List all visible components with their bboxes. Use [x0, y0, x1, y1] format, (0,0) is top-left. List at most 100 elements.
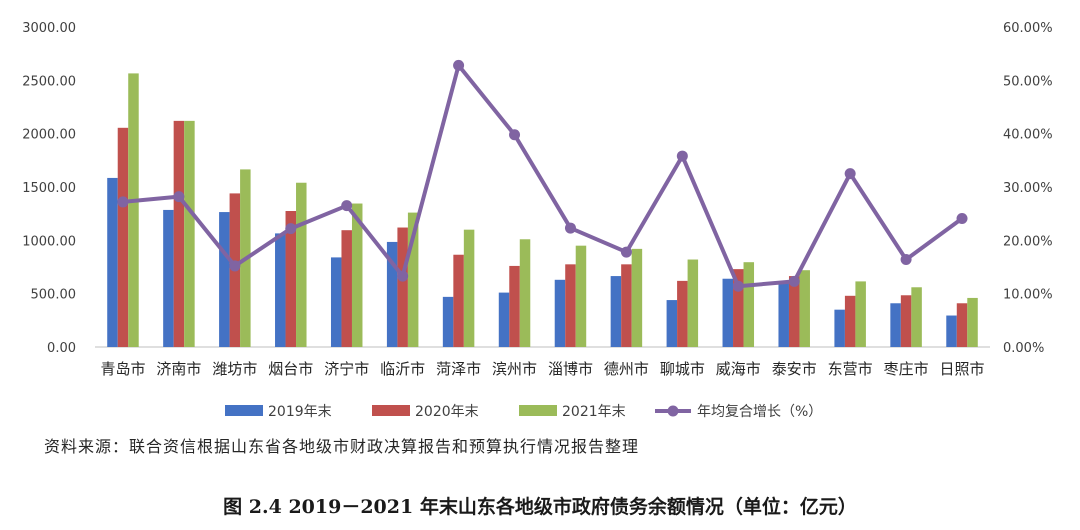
bar: [788, 276, 800, 347]
category-label: 滨州市: [492, 360, 537, 378]
bar: [117, 127, 129, 347]
bar: [677, 280, 688, 347]
bar: [956, 303, 968, 347]
category-label: 济南市: [156, 360, 201, 378]
bar: [799, 270, 810, 347]
category-labels: 青岛市 济南市 潍坊市 烟台市 济宁市 临沂市 菏泽市 滨州市 淄博市 德州市 聊城市 威海市 泰安市东…: [100, 360, 984, 378]
category-label: 烟台市: [268, 360, 313, 378]
category-label: 德州市: [604, 360, 649, 378]
right-tick-label: 30.00%: [1003, 181, 1053, 196]
left-tick-label: 0.00: [47, 341, 76, 356]
legend-swatch: [372, 405, 410, 416]
bar: [946, 315, 957, 347]
bar: [184, 120, 195, 348]
right-tick-label: 20.00%: [1003, 234, 1053, 249]
bar: [128, 73, 139, 348]
bar: [666, 300, 678, 347]
legend-label: 2021年末: [562, 404, 626, 420]
bar: [330, 257, 342, 347]
legend-label: 2019年末: [268, 404, 332, 420]
bar: [743, 262, 755, 347]
bar: [519, 239, 531, 347]
bar: [386, 241, 398, 347]
category-label: 淄博市: [548, 360, 593, 378]
bar: [296, 182, 307, 347]
category-label: 东营市: [828, 360, 873, 378]
category-label: 临沂市: [380, 360, 425, 378]
bar: [107, 177, 118, 347]
right-y-axis: 0.00% 10.00% 20.00% 30.00% 40.00% 50.00% 60.00…: [1003, 21, 1053, 356]
bar: [173, 120, 185, 348]
bar: [163, 209, 174, 347]
legend-swatch: [225, 405, 263, 416]
line-point: [173, 191, 185, 203]
line-point: [564, 222, 576, 234]
category-label: 泰安市: [772, 360, 817, 378]
bar: [834, 309, 845, 347]
bar: [407, 212, 419, 347]
category-label: 日照市: [940, 360, 985, 378]
bar: [890, 303, 901, 347]
bar: [285, 211, 297, 347]
line-point: [620, 246, 632, 258]
right-tick-label: 10.00%: [1003, 288, 1053, 303]
bar: [733, 269, 744, 347]
line-series: [117, 59, 968, 292]
line-point: [397, 270, 409, 282]
line-point: [788, 275, 800, 287]
legend-swatch: [519, 405, 557, 416]
left-tick-label: 1500.00: [22, 181, 76, 196]
category-label: 聊城市: [660, 360, 705, 378]
right-tick-label: 0.00%: [1003, 341, 1044, 356]
bar: [778, 281, 789, 347]
bar: [844, 295, 856, 347]
bar: [575, 245, 587, 347]
category-label: 潍坊市: [212, 360, 257, 378]
bar: [442, 296, 454, 347]
bar: [565, 264, 576, 347]
bar: [453, 254, 464, 347]
line-point: [285, 223, 297, 235]
bar: [351, 203, 363, 347]
legend-label: 年均复合增长（%）: [697, 403, 822, 420]
line-point: [117, 196, 129, 208]
line-point: [732, 280, 744, 292]
source-note: 资料来源：联合资信根据山东省各地级市财政决算报告和预算执行情况报告整理: [44, 437, 640, 456]
line-point: [956, 212, 968, 224]
line-point: [844, 168, 856, 180]
bar: [498, 292, 510, 347]
bar: [900, 295, 912, 347]
category-label: 济宁市: [324, 360, 369, 378]
left-y-axis: 0.00 500.00 1000.00 1500.00 2000.00 2500.00 30…: [22, 21, 76, 356]
bar: [631, 248, 643, 347]
bar: [687, 259, 699, 347]
right-tick-label: 40.00%: [1003, 128, 1053, 143]
bar: [911, 287, 922, 347]
bar: [275, 233, 286, 347]
bar: [219, 212, 230, 347]
bar: [463, 229, 475, 347]
bar: [554, 279, 566, 347]
bar: [341, 230, 352, 347]
bar: [855, 281, 866, 347]
bar: [967, 297, 978, 347]
left-tick-label: 2500.00: [22, 74, 76, 89]
bar: [722, 278, 734, 347]
line-point: [453, 59, 465, 71]
category-label: 威海市: [716, 360, 761, 378]
line-point: [229, 260, 241, 272]
bar-series: [107, 73, 978, 348]
legend-label: 2020年末: [415, 404, 479, 420]
category-label: 青岛市: [100, 360, 145, 378]
left-tick-label: 3000.00: [22, 21, 76, 36]
left-tick-label: 2000.00: [22, 128, 76, 143]
legend-marker: [667, 405, 679, 417]
figure-caption: 图 2.4 2019－2021 年末山东各地级市政府债务余额情况（单位：亿元）: [223, 496, 857, 518]
bar: [509, 265, 520, 347]
left-tick-label: 1000.00: [22, 234, 76, 249]
right-tick-label: 50.00%: [1003, 74, 1053, 89]
line-point: [509, 129, 521, 141]
line-point: [900, 254, 912, 266]
left-tick-label: 500.00: [31, 288, 77, 303]
